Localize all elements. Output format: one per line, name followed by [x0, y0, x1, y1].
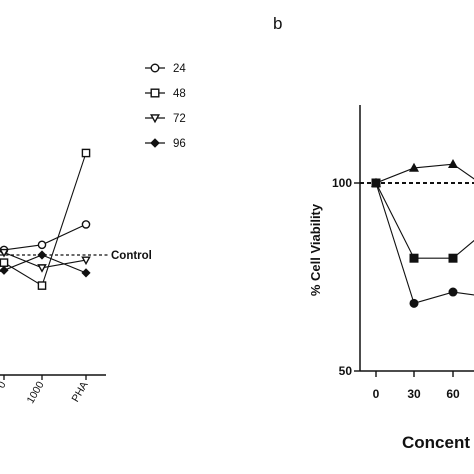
- panel-a-series-72-point: [0, 248, 9, 258]
- panel-b-y-tick-label: 50: [339, 364, 353, 378]
- panel-b-series-triangle-point: [448, 158, 458, 168]
- panel-a-series-96-point: [0, 265, 9, 275]
- legend-marker-24: [150, 63, 160, 73]
- panel-a-series-24-point: [81, 220, 91, 229]
- legend-marker-96: [150, 138, 160, 148]
- panel-b-letter: b: [273, 14, 282, 33]
- panel-a-legend: 24 48 72 96: [145, 63, 186, 150]
- panel-a: 0 1000 PHA Control 24 48 72 96: [0, 63, 186, 406]
- panel-b-series-circle-line: [375, 182, 474, 304]
- panel-a-series-96-point: [37, 250, 47, 260]
- panel-b-series-circle-point: [371, 178, 381, 188]
- panel-a-series-48-line: [0, 152, 87, 287]
- panel-a-series-24-line: [0, 223, 87, 251]
- panel-b-series-square-point: [409, 253, 419, 263]
- panel-a-x-tick-label: PHA: [69, 380, 90, 405]
- panel-a-series-72-point: [81, 256, 91, 266]
- panel-b-x-tick-label: 0: [373, 387, 380, 401]
- panel-b-series-circle-point: [448, 287, 458, 297]
- panel-a-series-48-point: [81, 148, 91, 158]
- panel-a-x-tick-label: 1000: [25, 379, 47, 405]
- panel-a-x-tick-label: 0: [0, 379, 9, 390]
- panel-a-series-48-point: [0, 258, 9, 267]
- legend-label-96: 96: [173, 138, 186, 150]
- panel-b-x-axis-title: Concent: [402, 433, 470, 452]
- panel-a-series-48-point: [37, 281, 47, 290]
- legend-marker-48: [150, 88, 160, 98]
- panel-a-series-72-point: [37, 264, 47, 273]
- panel-b-series-circle-point: [409, 298, 419, 308]
- panel-a-control-label: Control: [111, 250, 152, 262]
- panel-b-x-tick-label: 60: [446, 387, 460, 401]
- legend-label-48: 48: [173, 88, 186, 100]
- legend-label-24: 24: [173, 63, 186, 75]
- panel-b: b % Cell Viability 50 100 0 30 60 Concent: [273, 14, 474, 452]
- panel-a-series-96-line: [0, 254, 87, 274]
- panel-b-series-square-line: [375, 182, 474, 259]
- legend-label-72: 72: [173, 113, 186, 125]
- panel-b-x-tick-label: 30: [407, 387, 421, 401]
- panel-a-series-96-point: [81, 268, 91, 278]
- panel-b-series-triangle-line: [375, 163, 474, 184]
- legend-marker-72: [150, 114, 160, 124]
- panel-b-y-axis-title: % Cell Viability: [308, 203, 323, 296]
- panel-b-series-triangle-point: [409, 162, 419, 172]
- panel-b-y-tick-label: 100: [332, 176, 352, 190]
- panel-a-series-24-point: [37, 240, 47, 250]
- panel-b-series-square-point: [448, 253, 458, 263]
